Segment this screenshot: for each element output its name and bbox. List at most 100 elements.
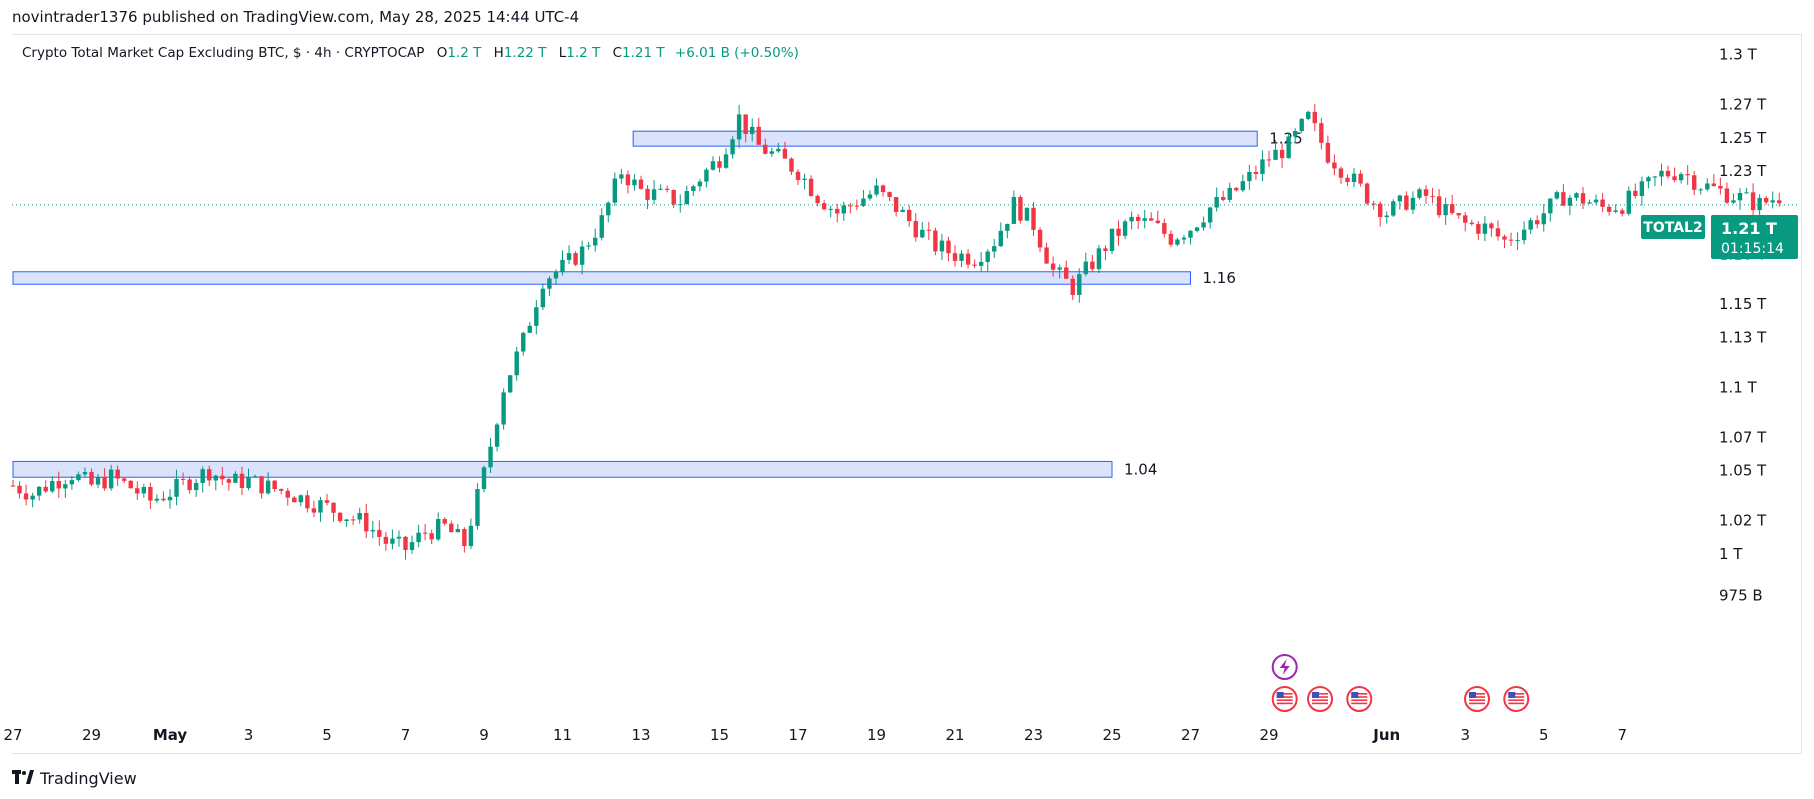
x-tick-label: 9 xyxy=(479,726,489,744)
candle-body xyxy=(265,480,271,494)
zone-rect[interactable] xyxy=(632,130,1258,147)
candle-body xyxy=(1149,218,1154,221)
price-axis[interactable]: 1.3 T1.27 T1.25 T1.23 T1.18 T1.15 T1.13 … xyxy=(1719,46,1767,605)
candle-body xyxy=(1364,183,1370,204)
candle-body xyxy=(337,512,343,522)
candle-body xyxy=(1554,192,1560,199)
zone-rect[interactable] xyxy=(12,271,1191,285)
us-flag-icon[interactable] xyxy=(1503,686,1530,712)
candle-body xyxy=(1299,118,1304,132)
candle-body xyxy=(1351,173,1357,183)
y-tick-label: 1.3 T xyxy=(1719,46,1758,64)
candle-body xyxy=(1620,210,1625,214)
candle-body xyxy=(946,240,951,254)
candle-body xyxy=(1240,181,1246,191)
candle-body xyxy=(920,229,925,238)
candle-body xyxy=(422,532,428,534)
candle-body xyxy=(1750,192,1756,211)
candle-body xyxy=(1044,247,1049,264)
flash-icon[interactable] xyxy=(1271,654,1298,680)
us-flag-icon[interactable] xyxy=(1271,686,1298,712)
candle-body xyxy=(1175,239,1180,245)
candle-body xyxy=(1260,159,1265,175)
candle-body xyxy=(1371,203,1376,205)
candle-body xyxy=(279,489,284,491)
candle-body xyxy=(1325,142,1331,163)
candle-body xyxy=(442,519,447,524)
candle-body xyxy=(992,246,997,252)
candle-body xyxy=(1292,131,1298,137)
candle-body xyxy=(1037,229,1043,248)
candle-body xyxy=(1345,177,1350,183)
candle-body xyxy=(815,195,820,204)
candle-body xyxy=(1639,181,1645,196)
candle-body xyxy=(1757,197,1762,211)
candle-body xyxy=(1613,210,1618,212)
y-tick-label: 1.13 T xyxy=(1719,328,1767,346)
candle-body xyxy=(1711,183,1717,186)
candle-body xyxy=(36,486,42,496)
candle-body xyxy=(154,498,160,501)
candle-body xyxy=(579,246,585,265)
candle-body xyxy=(167,496,173,501)
candle-body xyxy=(1404,195,1409,210)
zone-label: 1.16 xyxy=(1203,269,1236,287)
candle-body xyxy=(560,259,565,272)
x-tick-label: 25 xyxy=(1102,726,1121,744)
candle-body xyxy=(1626,190,1631,214)
change-value: +6.01 B (+0.50%) xyxy=(674,45,799,61)
footer-brand[interactable]: TradingView xyxy=(12,768,137,789)
candle-body xyxy=(612,178,618,203)
candle-body xyxy=(449,523,454,533)
candle-body xyxy=(69,480,75,485)
candle-body xyxy=(1266,159,1272,161)
candle-body xyxy=(691,186,696,192)
candle-body xyxy=(1606,206,1612,212)
candle-body xyxy=(717,161,722,168)
candle-body xyxy=(1744,192,1749,194)
candle-body xyxy=(939,240,945,252)
candle-body xyxy=(50,481,55,492)
us-flag-icon[interactable] xyxy=(1464,686,1491,712)
us-flag-icon[interactable] xyxy=(1346,686,1373,712)
chart-pane[interactable] xyxy=(12,34,1802,754)
candle-body xyxy=(1306,111,1311,119)
candle-body xyxy=(324,500,330,503)
candle-body xyxy=(1489,223,1494,229)
time-axis[interactable]: 27 29 May 3 5 7 9 11 13 15 17 19 21 23 25 27 29 Jun 3 5 7 xyxy=(3,726,1627,744)
zone-rect[interactable] xyxy=(12,460,1113,478)
candle-body xyxy=(1214,197,1219,208)
x-tick-label: 15 xyxy=(710,726,729,744)
candle-body xyxy=(213,475,218,481)
candle-body xyxy=(887,192,892,198)
candle-body xyxy=(1600,199,1605,207)
candle-body xyxy=(566,253,572,260)
candle-body xyxy=(1508,239,1514,241)
symbol-tag-label: TOTAL2 xyxy=(1643,220,1702,236)
candle-body xyxy=(122,478,127,481)
candle-body xyxy=(1718,185,1723,189)
candle-body xyxy=(632,179,637,186)
x-tick-label: 5 xyxy=(322,726,332,744)
candle-body xyxy=(534,307,539,326)
candle-body xyxy=(1358,173,1363,184)
candle-body xyxy=(527,325,532,333)
candle-body xyxy=(1665,170,1671,177)
candle-body xyxy=(730,139,735,155)
candle-body xyxy=(1129,216,1134,222)
candle-body xyxy=(1430,195,1435,197)
us-flag-icon[interactable] xyxy=(1307,686,1334,712)
candle-body xyxy=(645,188,650,200)
candle-body xyxy=(180,478,186,480)
candle-body xyxy=(370,529,375,532)
candle-body xyxy=(1587,202,1592,204)
candle-body xyxy=(1646,177,1651,182)
candle-body xyxy=(1731,200,1736,203)
candle-body xyxy=(43,486,48,492)
candle-body xyxy=(972,264,977,266)
candle-body xyxy=(658,188,663,190)
candle-body xyxy=(1777,200,1782,204)
candle-body xyxy=(998,230,1003,247)
candle-body xyxy=(1221,197,1226,200)
